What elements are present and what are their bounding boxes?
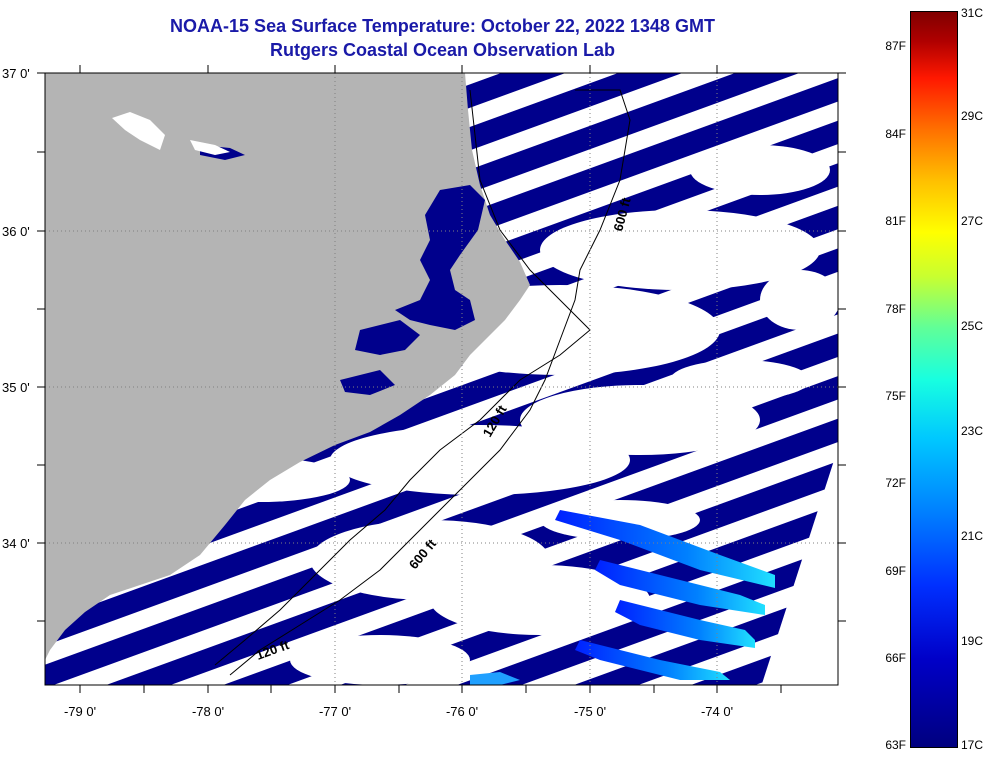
colorbar-celsius-label: 23C (961, 424, 984, 438)
longitude-label: -74 0' (700, 704, 734, 719)
warm-water-streaks (470, 510, 775, 685)
colorbar-celsius-label: 19C (961, 634, 984, 648)
cloud-cover (170, 145, 838, 685)
colorbar-celsius-label: 27C (961, 214, 984, 228)
latitude-label: 34 0' (2, 536, 30, 551)
graticule (45, 73, 838, 685)
map-subtitle: Rutgers Coastal Ocean Observation Lab (269, 40, 616, 60)
map-title: NOAA-15 Sea Surface Temperature: October… (170, 16, 715, 36)
colorbar-fahrenheit-label: 81F (885, 214, 906, 228)
colorbar-fahrenheit-label: 66F (885, 651, 906, 665)
colorbar-fahrenheit-label: 63F (885, 738, 906, 752)
latitude-label: 36 0' (2, 224, 30, 239)
longitude-label: -78 0' (191, 704, 225, 719)
longitude-label: -79 0' (63, 704, 97, 719)
latitude-label: 35 0' (2, 380, 30, 395)
colorbar-celsius-label: 29C (961, 109, 984, 123)
longitude-label: -76 0' (445, 704, 479, 719)
colorbar-fahrenheit-label: 69F (885, 564, 906, 578)
temperature-colorbar (910, 11, 958, 748)
colorbar-fahrenheit-label: 75F (885, 389, 906, 403)
longitude-label: -77 0' (318, 704, 352, 719)
colorbar-fahrenheit-label: 84F (885, 127, 906, 141)
isobaths (214, 89, 631, 676)
map-frame (44, 72, 839, 686)
land-mass (45, 73, 530, 660)
lakes (112, 112, 230, 155)
colorbar-fahrenheit-label: 72F (885, 476, 906, 490)
colorbar-fahrenheit-label: 87F (885, 39, 906, 53)
colorbar-celsius-label: 21C (961, 529, 984, 543)
longitude-label: -75 0' (573, 704, 607, 719)
axis-ticks (37, 65, 846, 693)
colorbar-celsius-label: 25C (961, 319, 984, 333)
latitude-label: 37 0' (2, 66, 30, 81)
colorbar-fahrenheit-label: 78F (885, 302, 906, 316)
colorbar-celsius-label: 31C (961, 6, 984, 20)
colorbar-celsius-label: 17C (961, 738, 984, 752)
